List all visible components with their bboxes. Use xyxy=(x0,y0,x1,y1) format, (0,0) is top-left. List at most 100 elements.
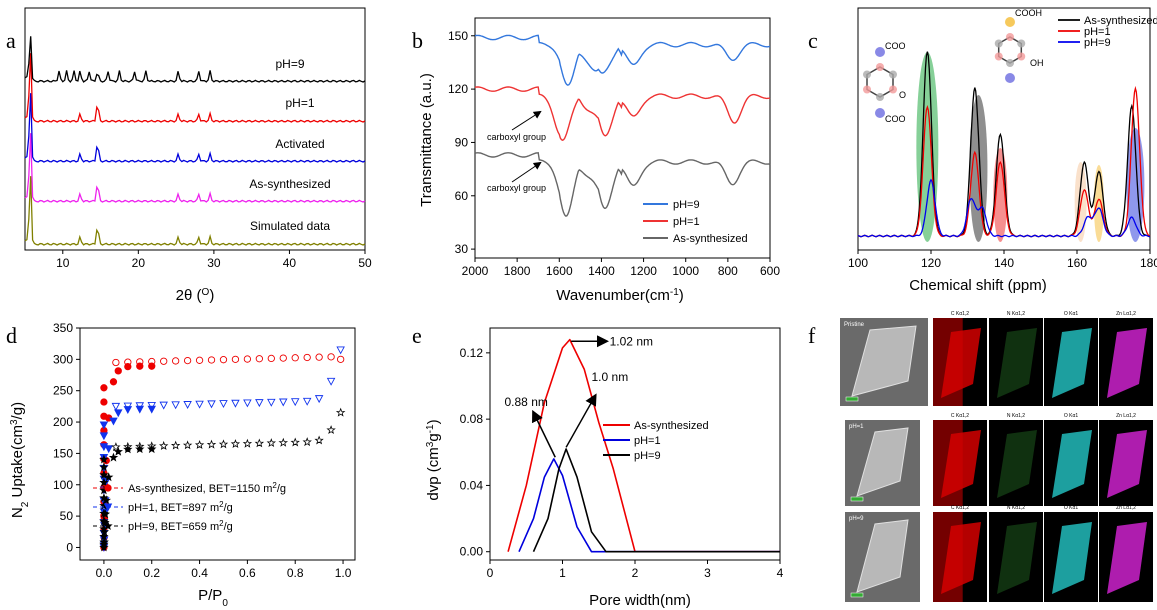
panel-b-frame xyxy=(474,17,771,259)
panel-d-point xyxy=(194,439,205,449)
panel-d-point xyxy=(99,462,109,472)
panel-d-point xyxy=(136,358,144,366)
panel-f-map-bg xyxy=(989,318,1043,406)
panel-d-ylabel: N2 Uptake(cm3/g) xyxy=(9,402,31,518)
panel-c-xtick-label: 180 xyxy=(1140,256,1157,270)
panel-b-xtick-label: 2000 xyxy=(462,264,489,278)
panel-c-molecule-2-atom xyxy=(1017,39,1026,48)
panel-d-point xyxy=(182,440,193,450)
panel-d-legend-sup: 2 xyxy=(272,481,277,490)
panel-d-point xyxy=(267,354,275,363)
panel-f-map-signal xyxy=(933,420,963,506)
panel-e-arrow-2 xyxy=(565,393,597,448)
panel-d-legend-sup: 2 xyxy=(219,519,224,528)
panel-d-legend-label: As-synthesized, BET=1150 m2/g xyxy=(128,481,286,496)
panel-d-xtick-label: 1.0 xyxy=(335,566,352,580)
panel-f-map-label: C Kα1,2 xyxy=(951,413,969,419)
panel-d-point xyxy=(266,438,276,447)
panel-f-eds-maps: Pristine C Kα1,2 N Kα1,2 O Kα1 Zn Lα1,2 pH=1 C… xyxy=(840,311,1153,602)
panel-d-ytick-label: 350 xyxy=(53,321,73,335)
panel-f-sem-label: pH=1 xyxy=(849,424,864,430)
panel-c-molecule-1-atom xyxy=(863,85,872,94)
panel-e-ylabel: dvp (cm3g-1) xyxy=(425,419,443,500)
panel-d-point xyxy=(267,398,276,407)
panel-f-sem-crystal xyxy=(856,519,909,593)
panel-d-point xyxy=(291,354,299,362)
panel-d-point xyxy=(100,384,108,392)
panel-c-molecule-2-atom xyxy=(1006,33,1014,41)
panel-d-legend-marker xyxy=(103,521,113,531)
panel-b-ylabel: Transmittance (a.u.) xyxy=(418,73,435,207)
panel-d-point xyxy=(109,378,118,386)
panel-d-point xyxy=(326,377,336,386)
panel-e-arrow-3 xyxy=(532,409,556,458)
panel-d-point xyxy=(113,446,123,456)
panel-d-point xyxy=(336,346,345,355)
panel-d-point xyxy=(242,438,253,448)
panel-d-ytick-label: 250 xyxy=(53,384,73,398)
panel-d-point xyxy=(114,409,123,418)
panel-c-molecule-2-carboxyl xyxy=(1005,73,1015,83)
panel-c-molecule-1-atom xyxy=(888,70,897,79)
panel-f-map-bg xyxy=(989,512,1043,602)
panel-a-letter: a xyxy=(6,28,16,53)
panel-e-xtick-label: 4 xyxy=(777,566,784,580)
panel-d-point xyxy=(290,437,300,447)
panel-c-molecule-1-carboxyl xyxy=(875,108,885,118)
panel-c-molecule-1-carboxyl xyxy=(875,47,885,57)
panel-d-ytick-label: 150 xyxy=(53,446,73,460)
panel-a-series-As-synthesized xyxy=(24,53,366,123)
panel-d-point xyxy=(255,399,264,408)
panel-d-point xyxy=(135,444,145,454)
panel-d-point xyxy=(99,469,109,479)
panel-c-xtick-label: 100 xyxy=(848,256,868,270)
panel-d-frame xyxy=(79,327,356,561)
panel-d-point xyxy=(135,402,145,411)
panel-f-map-signal xyxy=(997,328,1037,398)
panel-d-point xyxy=(231,399,240,408)
panel-c-molecule-2-atom xyxy=(994,39,1003,48)
panel-f-map-label: O Kα1 xyxy=(1064,311,1079,317)
panel-d-point xyxy=(99,477,109,487)
panel-e-legend-label: pH=1 xyxy=(634,435,661,447)
panel-d-legend-unit: /g xyxy=(277,483,286,495)
panel-d-letter: d xyxy=(6,323,17,348)
panel-c-molecule-1-label: COO xyxy=(885,114,906,124)
panel-a-xtick-label: 10 xyxy=(56,256,70,270)
panel-a-series-Activated xyxy=(24,93,366,163)
panel-d-chart: 0.0 0.2 0.4 0.6 0.8 1.0 0 50 100 150 200 250 300 350 A… xyxy=(53,321,356,580)
panel-b-xtick-label: 1800 xyxy=(504,264,531,278)
panel-d-point xyxy=(123,441,133,451)
panel-d-ytick-label: 300 xyxy=(53,352,73,366)
panel-e-legend-label: pH=9 xyxy=(634,450,661,462)
panel-b-xtick-label: 1600 xyxy=(546,264,573,278)
panel-a-xtick-label: 30 xyxy=(207,256,221,270)
panel-d-point xyxy=(99,542,109,552)
panel-d-legend-unit: /g xyxy=(224,502,233,514)
panel-c-molecule-1-atom xyxy=(863,70,872,79)
panel-c-molecule-2-atom xyxy=(994,52,1003,61)
panel-b-chart: 2000 1800 1600 1400 1200 1000 800 600 30 60 90 120 1… xyxy=(448,17,780,278)
panel-a-xlabel: 2θ (O) xyxy=(176,287,215,305)
panel-c-molecule-1-atom xyxy=(876,93,884,101)
panel-d-legend-sup: 2 xyxy=(219,500,224,509)
panel-c-molecule-2-label: OH xyxy=(1030,58,1044,68)
panel-b-legend-label: pH=9 xyxy=(673,199,700,211)
panel-f-scale-bar xyxy=(850,496,864,502)
panel-a-series-Simulated data xyxy=(24,36,366,84)
panel-e-ytick-label: 0.08 xyxy=(460,412,484,426)
panel-e-anno-2: 1.0 nm xyxy=(592,370,629,384)
panel-d-point xyxy=(170,440,181,450)
panel-f-map-signal xyxy=(997,430,1037,498)
panel-d-point xyxy=(99,516,109,526)
panel-d-point xyxy=(219,400,228,409)
panel-d-point xyxy=(100,398,108,406)
panel-d-xtick-label: 0.0 xyxy=(96,566,113,580)
panel-f-map-label: N Kα1,2 xyxy=(1007,505,1025,511)
panel-e-legend-label: As-synthesized xyxy=(634,420,709,432)
panel-d-point xyxy=(231,355,240,364)
panel-a-xtick-label: 50 xyxy=(358,256,372,270)
panel-d-point xyxy=(303,353,311,362)
panel-f-map-signal xyxy=(1052,522,1092,594)
